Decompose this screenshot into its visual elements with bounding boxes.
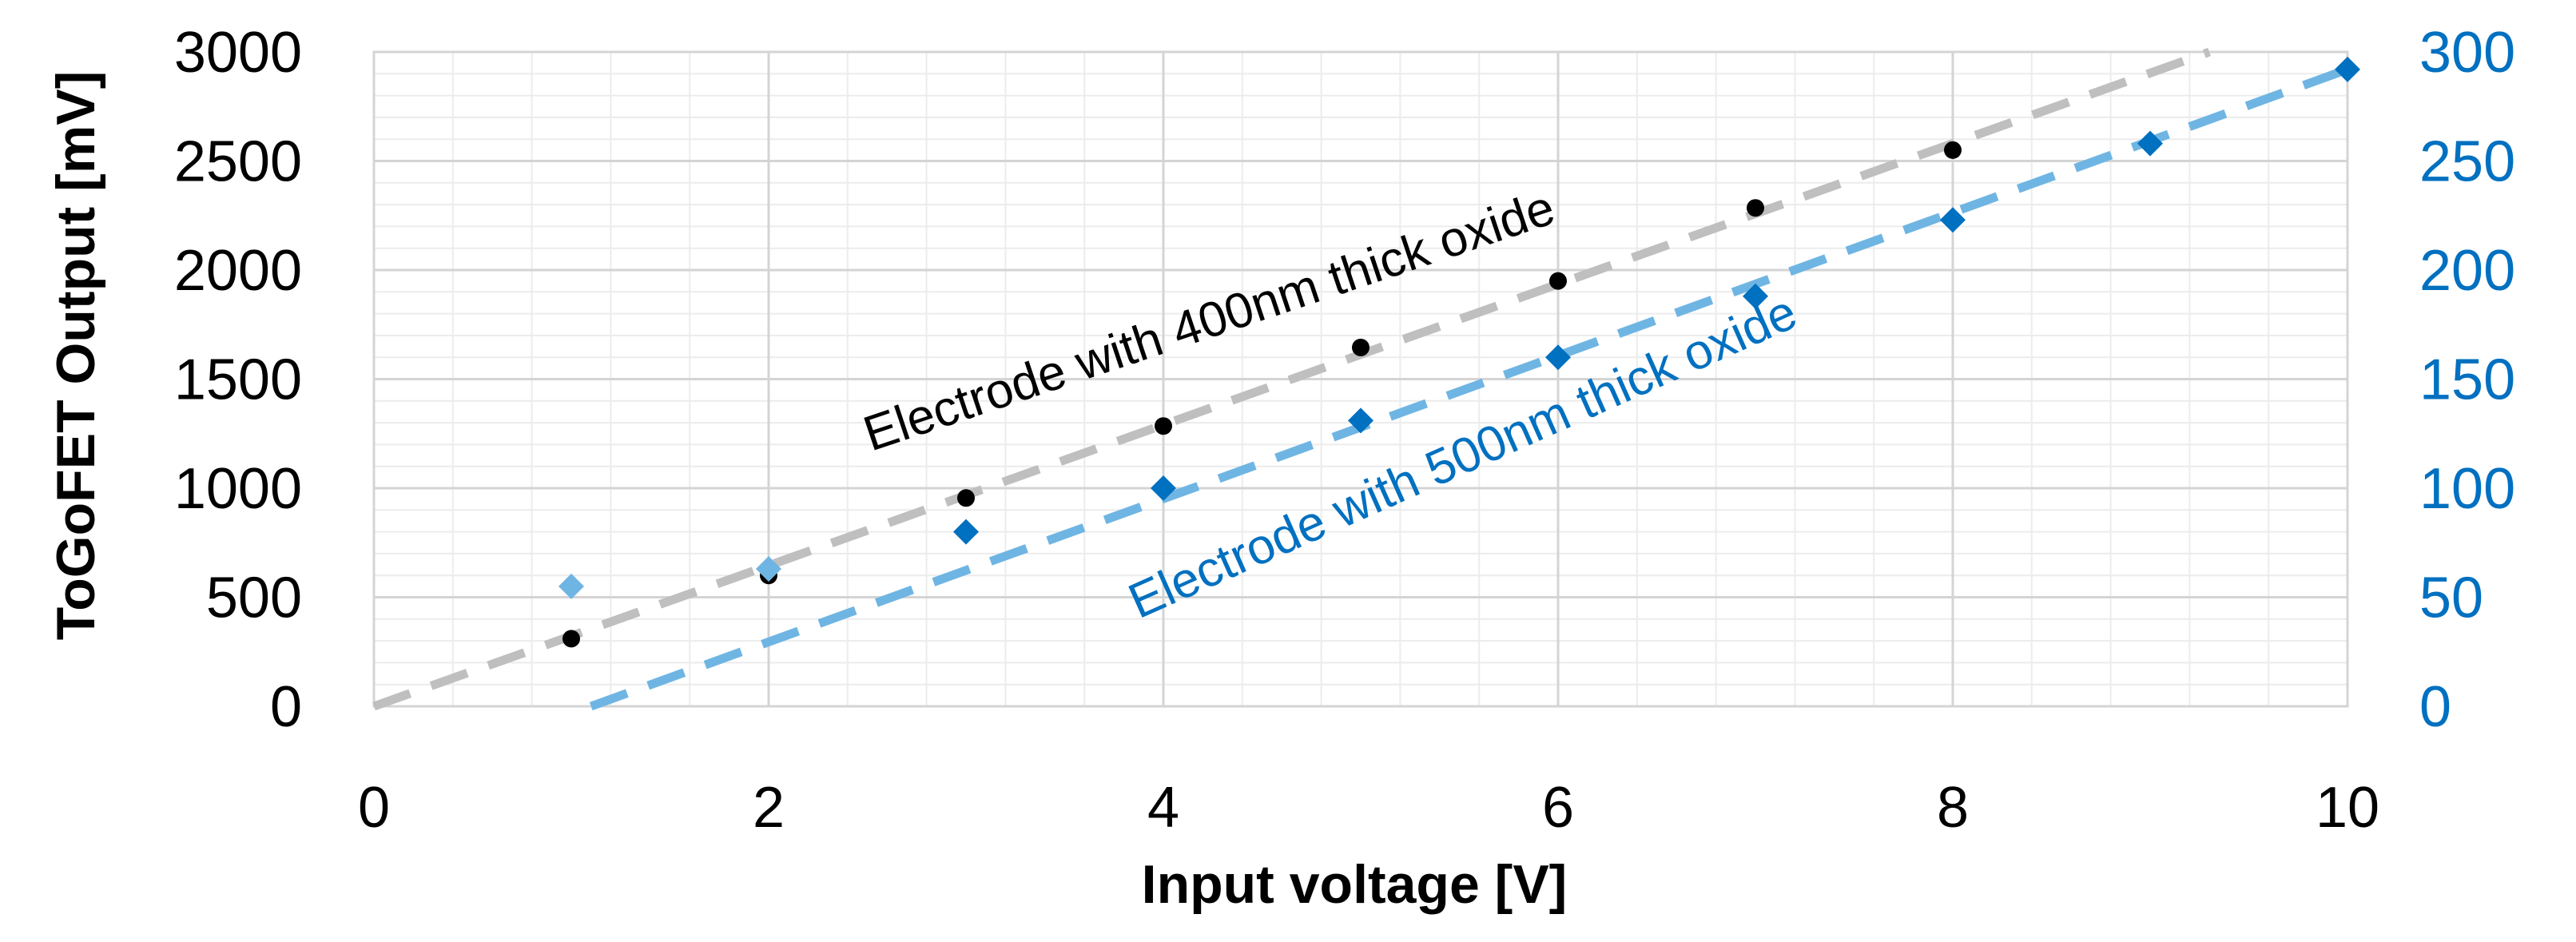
y-right-tick-label: 300 [2419, 21, 2515, 85]
trendline-500nm [589, 65, 2349, 711]
y-left-tick-label: 3000 [174, 21, 302, 85]
y-left-tick-label: 0 [270, 675, 302, 739]
y-right-tick-label: 0 [2419, 675, 2451, 739]
data-point-500nm [2335, 56, 2360, 82]
left-axis-ticks: 0 500 1000 1500 2000 2500 3000 [174, 21, 302, 739]
y-right-tick-label: 200 [2419, 239, 2515, 303]
annotation-400nm: Electrode with 400nm thick oxide [857, 180, 1561, 462]
data-point-500nm [559, 573, 584, 599]
trendline-400nm [372, 47, 2211, 711]
plot-frame [372, 50, 2349, 708]
y-right-tick-label: 250 [2419, 130, 2515, 194]
right-axis-ticks: 0 50 100 150 200 250 300 [2419, 21, 2515, 739]
y-right-tick-label: 100 [2419, 457, 2515, 521]
y-left-tick-label: 1500 [174, 348, 302, 412]
y-axis-title: ToGoFET Output [mV] [46, 71, 106, 641]
y-right-tick-label: 150 [2419, 348, 2515, 412]
data-point-500nm [2137, 130, 2163, 157]
data-markers [559, 56, 2360, 648]
data-point-400nm [1944, 141, 1962, 159]
data-point-500nm [756, 556, 781, 582]
data-point-400nm [1747, 199, 1764, 217]
y-right-tick-label: 50 [2419, 566, 2483, 630]
data-point-400nm [563, 630, 580, 648]
plot-border [372, 50, 2349, 708]
data-point-500nm [1348, 407, 1373, 434]
x-tick-label: 10 [2316, 776, 2379, 840]
y-left-tick-label: 500 [206, 566, 302, 630]
data-point-400nm [957, 489, 975, 507]
x-tick-label: 4 [1147, 776, 1179, 840]
data-point-500nm [1545, 344, 1571, 371]
y-left-tick-label: 1000 [174, 457, 302, 521]
data-point-500nm [1743, 283, 1768, 309]
y-left-tick-label: 2000 [174, 239, 302, 303]
x-axis-title: Input voltage [V] [1142, 854, 1568, 915]
data-point-500nm [953, 519, 979, 545]
data-point-500nm [1940, 207, 1966, 233]
data-point-400nm [1155, 417, 1172, 435]
data-point-500nm [1151, 475, 1176, 501]
major-gridlines [372, 50, 2349, 708]
x-tick-label: 8 [1937, 776, 1969, 840]
data-point-400nm [1352, 338, 1369, 356]
x-tick-label: 6 [1542, 776, 1574, 840]
y-left-tick-label: 2500 [174, 130, 302, 194]
x-tick-label: 0 [358, 776, 390, 840]
x-tick-label: 2 [753, 776, 785, 840]
x-axis-ticks: 0 2 4 6 8 10 [358, 776, 2379, 840]
data-point-400nm [1549, 272, 1567, 290]
trendlines [372, 47, 2349, 711]
